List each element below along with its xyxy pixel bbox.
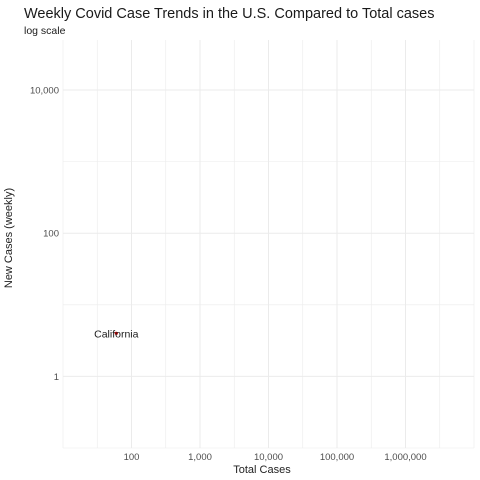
y-axis-label: New Cases (weekly) [3, 187, 15, 289]
chart-title: Weekly Covid Case Trends in the U.S. Com… [24, 6, 435, 22]
data-point [114, 331, 118, 335]
x-tick-label: 10,000 [254, 452, 283, 463]
y-tick-label: 100 [43, 229, 59, 240]
data-point-label: California [94, 328, 139, 340]
x-tick-label: 100,000 [320, 452, 354, 463]
x-tick-label: 1,000 [188, 452, 212, 463]
grid-layer [62, 40, 475, 449]
x-axis-label: Total Cases [233, 464, 291, 476]
x-tick-label: 100 [124, 452, 140, 463]
x-tick-label: 1,000,000 [384, 452, 426, 463]
y-tick-label: 1 [54, 372, 59, 383]
chart-subtitle: log scale [24, 25, 66, 37]
y-tick-label: 10,000 [30, 86, 59, 97]
point-layer: California [94, 328, 139, 340]
tick-layer: 100 1,000 10,000 100,000 1,000,000 1 100 10,000 [30, 86, 427, 463]
